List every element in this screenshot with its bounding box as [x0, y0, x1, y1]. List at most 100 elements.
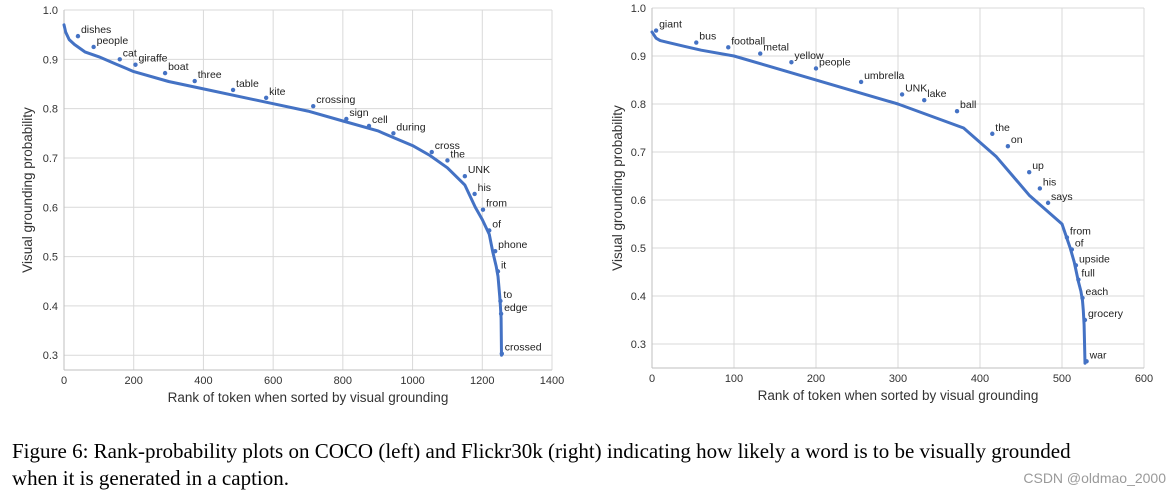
word-label: it: [501, 259, 506, 271]
y-tick-label: 0.6: [43, 202, 58, 214]
y-tick-label: 0.7: [631, 147, 646, 159]
y-tick-label: 0.9: [631, 51, 646, 63]
word-point: [498, 298, 503, 304]
word-point: [789, 60, 794, 65]
word-label: to: [503, 289, 512, 301]
word-label: of: [492, 218, 501, 230]
word-label: table: [236, 78, 259, 90]
word-point: [1080, 295, 1085, 301]
word-label: football: [731, 35, 765, 47]
word-point: [1084, 359, 1089, 364]
x-tick-label: 800: [334, 375, 352, 387]
word-label: during: [396, 121, 425, 133]
word-label: grocery: [1088, 308, 1124, 320]
word-point: [311, 103, 316, 109]
word-label: umbrella: [864, 70, 904, 82]
word-point: [1082, 317, 1088, 323]
word-point: [922, 97, 927, 103]
word-label: boat: [168, 61, 189, 73]
word-label: crossed: [505, 342, 542, 354]
word-point: [498, 311, 504, 316]
word-point: [1027, 169, 1032, 175]
x-tick-label: 300: [889, 373, 907, 385]
word-label: from: [1070, 225, 1091, 237]
word-point: [1037, 186, 1043, 191]
word-point: [263, 95, 269, 100]
word-label: UNK: [468, 164, 490, 176]
word-point: [1045, 200, 1051, 206]
word-point: [480, 207, 486, 212]
word-label: ball: [960, 99, 976, 111]
y-tick-label: 0.8: [631, 99, 646, 111]
word-point: [1005, 144, 1011, 149]
word-label: metal: [763, 42, 789, 54]
watermark: CSDN @oldmao_2000: [1023, 470, 1166, 486]
word-label: says: [1051, 191, 1073, 203]
word-point: [391, 131, 396, 136]
word-label: cell: [372, 114, 388, 126]
word-point: [1069, 247, 1075, 252]
word-point: [487, 228, 492, 233]
y-tick-label: 0.9: [43, 54, 58, 66]
word-label: from: [486, 198, 507, 210]
caption-line-2: when it is generated in a caption.: [12, 466, 289, 490]
word-label: on: [1011, 134, 1023, 146]
x-tick-label: 200: [807, 373, 825, 385]
word-label: each: [1086, 286, 1109, 298]
word-label: up: [1032, 160, 1044, 172]
word-label: cat: [123, 47, 137, 59]
x-tick-label: 1000: [400, 375, 424, 387]
y-tick-label: 0.6: [631, 195, 646, 207]
word-point: [499, 351, 505, 356]
word-label: lake: [927, 88, 946, 100]
y-tick-label: 0.3: [43, 350, 58, 362]
word-point: [694, 40, 699, 45]
word-label: edge: [504, 302, 528, 314]
x-tick-label: 500: [1053, 373, 1071, 385]
word-label: sign: [349, 107, 368, 119]
y-tick-label: 0.5: [43, 252, 58, 264]
word-point: [492, 248, 498, 254]
word-label: giant: [659, 19, 682, 31]
right-chart: 0.3 0.4 0.5 0.6 0.7 0.8 0.9 1.0 0 100 200 300 400 500…: [610, 3, 1153, 403]
word-label: cross: [435, 140, 460, 152]
word-label: upside: [1079, 253, 1110, 265]
word-point: [462, 173, 468, 179]
word-label: UNK: [905, 82, 927, 94]
word-point: [133, 62, 138, 67]
y-axis-label: Visual grounding probability: [20, 107, 35, 273]
x-tick-label: 600: [264, 375, 282, 387]
word-point: [653, 28, 659, 33]
y-tick-label: 0.7: [43, 153, 58, 165]
word-point: [1064, 235, 1070, 240]
x-tick-label: 0: [649, 373, 655, 385]
figure-caption: Figure 6: Rank-probability plots on COCO…: [12, 438, 1172, 492]
y-tick-label: 1.0: [43, 5, 58, 17]
x-tick-label: 600: [1135, 373, 1153, 385]
word-label: kite: [269, 86, 286, 98]
x-axis-label: Rank of token when sorted by visual grou…: [758, 388, 1039, 403]
word-point: [472, 191, 477, 197]
x-tick-label: 100: [725, 373, 743, 385]
word-point: [230, 87, 236, 93]
word-point: [162, 70, 168, 76]
word-point: [990, 131, 995, 136]
x-tick-label: 0: [61, 375, 67, 387]
word-label: bus: [699, 31, 716, 43]
word-point: [366, 123, 372, 129]
word-point: [429, 149, 434, 155]
word-point: [117, 57, 122, 62]
word-label: the: [450, 148, 465, 160]
y-tick-label: 0.8: [43, 104, 58, 116]
word-label: full: [1081, 268, 1094, 280]
left-chart: 0.3 0.4 0.5 0.6 0.7 0.8 0.9 1.0 0 200 400 600 800 100…: [20, 5, 564, 405]
word-label: the: [995, 122, 1010, 134]
word-label: war: [1089, 349, 1107, 361]
word-label: dishes: [81, 24, 111, 36]
word-label: yellow: [794, 50, 824, 62]
word-point: [813, 66, 819, 71]
word-label: giraffe: [138, 53, 167, 65]
series-line-flickr30k: [650, 30, 1087, 365]
word-label: people: [97, 35, 129, 47]
